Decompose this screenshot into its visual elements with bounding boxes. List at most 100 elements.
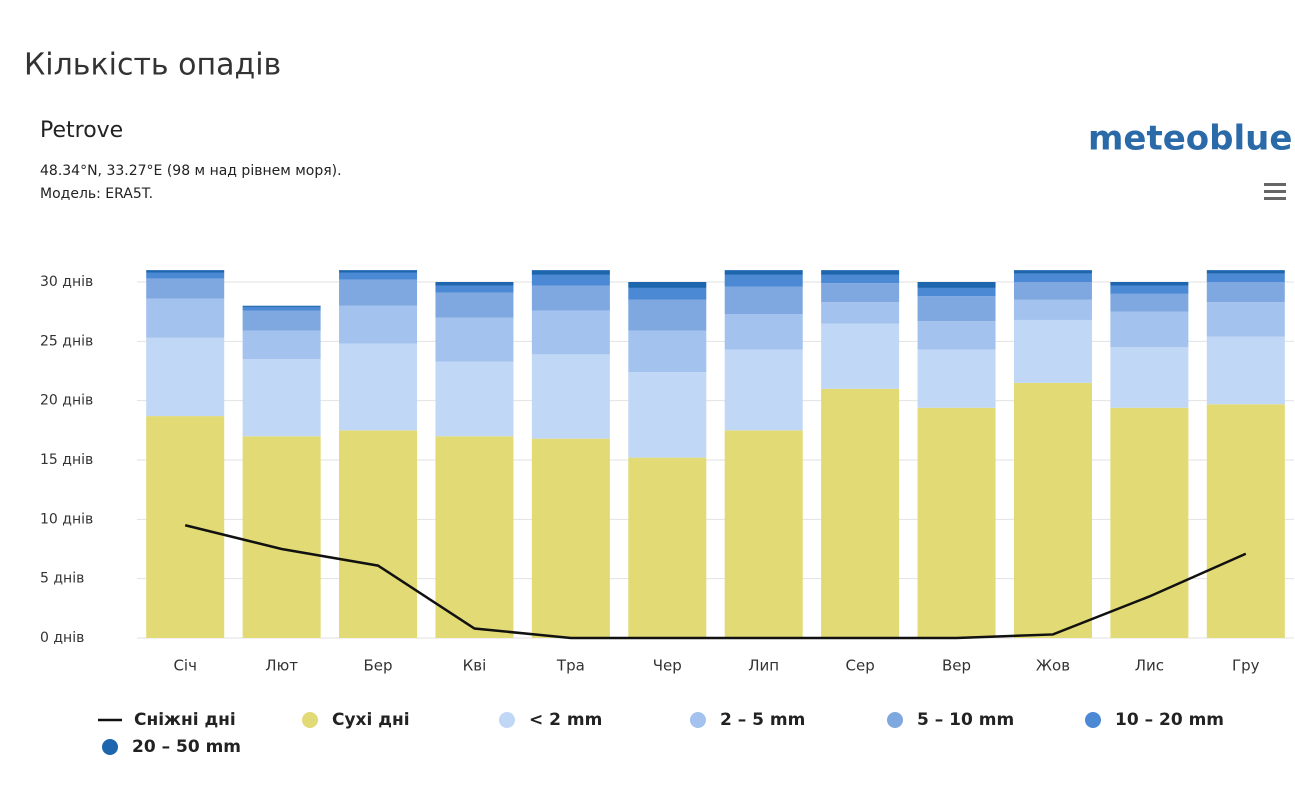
bar-segment	[1110, 293, 1189, 312]
bar-segment	[242, 305, 321, 307]
bar-segment	[724, 270, 803, 275]
legend-label: Сніжні дні	[134, 710, 236, 730]
bar-segment	[1206, 273, 1285, 282]
bar-segment	[724, 286, 803, 315]
y-tick-label: 10 днів	[40, 511, 93, 527]
legend-label: 2 – 5 mm	[720, 710, 805, 730]
x-tick-label: Кві	[463, 657, 487, 675]
bar-segment	[628, 330, 707, 373]
bar-segment	[917, 321, 996, 350]
bar-segment	[917, 349, 996, 408]
bar-segment	[1013, 319, 1092, 383]
legend-label: 20 – 50 mm	[132, 737, 241, 757]
bar-segment	[1110, 347, 1189, 408]
menu-icon[interactable]	[1264, 183, 1286, 200]
bar-segment	[1206, 270, 1285, 274]
legend-label: 5 – 10 mm	[917, 710, 1014, 730]
bar-segment	[435, 285, 514, 293]
legend-dot	[887, 712, 903, 728]
bar-segment	[242, 310, 321, 331]
bar-segment	[917, 287, 996, 297]
bar-segment	[339, 272, 418, 280]
snow-line	[184, 524, 1247, 640]
bar-segment	[531, 354, 610, 439]
y-tick-label: 15 днів	[40, 452, 93, 468]
bar-segment	[724, 349, 803, 431]
bar-segment	[821, 323, 900, 389]
x-tick-label: Тра	[556, 657, 585, 675]
coordinates: 48.34°N, 33.27°E (98 м над рівнем моря).	[40, 163, 342, 179]
bar-segment	[339, 430, 418, 638]
y-tick-label: 0 днів	[40, 630, 84, 646]
legend-dot	[302, 712, 318, 728]
legend-label: < 2 mm	[529, 710, 602, 730]
bar-segment	[628, 299, 707, 331]
legend-label: Сухі дні	[332, 710, 410, 730]
x-tick-label: Чер	[653, 657, 682, 675]
bar-segment	[1110, 285, 1189, 294]
bar-segment	[821, 270, 900, 275]
bar-segment	[531, 438, 610, 638]
legend-dot	[1085, 712, 1101, 728]
legend-dot	[499, 712, 515, 728]
bar-segment	[146, 278, 225, 299]
x-tick-label: Лип	[748, 657, 779, 675]
bar-segment	[917, 282, 996, 288]
bar-segment	[1013, 273, 1092, 282]
menu-bar	[1264, 190, 1286, 193]
bar-segment	[821, 302, 900, 324]
bar-segment	[1206, 404, 1285, 638]
bar-segment	[531, 274, 610, 286]
bar-segment	[531, 270, 610, 275]
x-tick-label: Лют	[265, 657, 298, 675]
bar-segment	[435, 292, 514, 318]
bar-segment	[628, 287, 707, 300]
bar-segment	[628, 372, 707, 458]
model: Модель: ERA5T.	[40, 186, 153, 202]
bar-segment	[821, 388, 900, 638]
bar-segment	[1206, 336, 1285, 405]
bar-segment	[242, 306, 321, 311]
chart-title: Кількість опадів	[24, 48, 281, 83]
bar-segment	[339, 270, 418, 273]
bar-segment	[917, 407, 996, 638]
bar-segment	[339, 343, 418, 431]
bar-segment	[435, 361, 514, 437]
bar-segment	[242, 436, 321, 638]
bar-segment	[1206, 282, 1285, 303]
bar-segment	[146, 272, 225, 279]
bar-segment	[821, 274, 900, 284]
bar-segment	[435, 282, 514, 286]
bar-segment	[435, 436, 514, 638]
bar-segment	[339, 305, 418, 344]
bar-segment	[1013, 270, 1092, 274]
y-tick-label: 25 днів	[40, 333, 93, 349]
bar-segment	[724, 274, 803, 287]
bar-segment	[1013, 382, 1092, 638]
legend-label: 10 – 20 mm	[1115, 710, 1224, 730]
bar-segment	[146, 270, 225, 273]
x-tick-label: Гру	[1232, 657, 1260, 675]
bar-segment	[724, 314, 803, 350]
x-tick-label: Бер	[364, 657, 393, 675]
bar-segment	[724, 430, 803, 638]
y-tick-label: 30 днів	[40, 274, 93, 290]
bar-segment	[531, 285, 610, 311]
bar-segment	[339, 279, 418, 306]
bar-segment	[146, 298, 225, 338]
bar-segment	[1110, 311, 1189, 348]
x-tick-label: Жов	[1036, 657, 1070, 675]
x-tick-label: Січ	[173, 657, 197, 675]
bar-segment	[1013, 299, 1092, 320]
y-tick-label: 5 днів	[40, 571, 84, 587]
y-tick-label: 20 днів	[40, 393, 93, 409]
bar-segment	[1013, 282, 1092, 300]
legend-dot	[690, 712, 706, 728]
bar-segment	[435, 317, 514, 362]
bar-segment	[242, 359, 321, 437]
bar-segment	[1110, 407, 1189, 638]
bar-segment	[821, 283, 900, 303]
bar-segment	[146, 337, 225, 417]
